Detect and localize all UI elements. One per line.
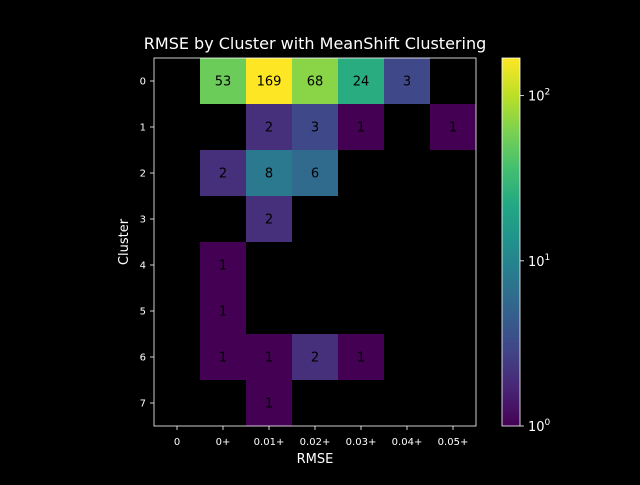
- y-tick-label: 4: [140, 261, 146, 272]
- y-tick-label: 1: [140, 123, 146, 134]
- y-tick-label: 6: [140, 353, 146, 364]
- heatmap-cell: [200, 334, 246, 380]
- cell-value-label: 3: [403, 75, 411, 90]
- cell-value-label: 1: [449, 121, 457, 136]
- heatmap-cell: [292, 104, 338, 150]
- cell-value-label: 1: [357, 121, 365, 136]
- y-tick-label: 7: [140, 399, 146, 410]
- heatmap-cell: [338, 58, 384, 104]
- y-axis-label: Cluster: [117, 218, 132, 265]
- cell-value-label: 8: [265, 167, 273, 182]
- heatmap-cell: [338, 334, 384, 380]
- x-tick-label: 0.04+: [392, 437, 423, 448]
- cell-value-label: 1: [219, 305, 227, 320]
- cell-value-label: 53: [215, 75, 232, 90]
- heatmap-cell: [246, 104, 292, 150]
- x-tick-label: 0.02+: [300, 437, 331, 448]
- heatmap-cell: [246, 58, 292, 104]
- y-axis: 0 1 2 3 4 5 6 7: [140, 77, 154, 410]
- y-tick-label: 0: [140, 77, 146, 88]
- heatmap-cell: [430, 104, 476, 150]
- heatmap-cell: [246, 334, 292, 380]
- colorbar: 100 101 102: [501, 57, 551, 435]
- heatmap-cell: [246, 380, 292, 426]
- x-axis: 0 0+ 0.01+ 0.02+ 0.03+ 0.04+ 0.05+: [174, 426, 469, 448]
- heatmap-cell: [292, 150, 338, 196]
- cell-value-label: 68: [307, 75, 324, 90]
- heatmap-cell: [200, 150, 246, 196]
- x-axis-label: RMSE: [297, 452, 334, 467]
- x-tick-label: 0.05+: [438, 437, 469, 448]
- cell-value-label: 2: [219, 167, 227, 182]
- cell-value-label: 2: [265, 121, 273, 136]
- colorbar-ticks: 100 101 102: [520, 88, 551, 435]
- colorbar-tick-label: 100: [528, 418, 551, 435]
- y-tick-label: 3: [140, 215, 146, 226]
- cell-value-label: 1: [219, 351, 227, 366]
- chart-title: RMSE by Cluster with MeanShift Clusterin…: [144, 34, 486, 53]
- cell-value-label: 6: [311, 167, 319, 182]
- y-tick-label: 5: [140, 307, 146, 318]
- colorbar-gradient: [502, 58, 520, 426]
- heatmap-cell: [200, 288, 246, 334]
- heatmap-cell: [292, 334, 338, 380]
- cell-value-label: 169: [257, 75, 282, 90]
- heatmap-cell: [246, 196, 292, 242]
- cell-value-label: 24: [353, 75, 370, 90]
- cell-value-label: 3: [311, 121, 319, 136]
- y-tick-label: 2: [140, 169, 146, 180]
- x-tick-label: 0: [174, 437, 180, 448]
- cell-value-label: 1: [219, 259, 227, 274]
- colorbar-frame: [501, 57, 521, 427]
- cell-value-label: 2: [311, 351, 319, 366]
- colorbar-tick-label: 102: [528, 88, 550, 105]
- cell-value-label: 2: [265, 213, 273, 228]
- heatmap-cell: [384, 58, 430, 104]
- heatmap-cell: [200, 58, 246, 104]
- heatmap-cells: 53 169 68 24 3 2 3 1 1 2 8 6 2 1 1 1 1 2 1 1: [200, 58, 476, 426]
- heatmap-cell: [338, 104, 384, 150]
- heatmap-cell: [292, 58, 338, 104]
- cell-value-label: 1: [265, 397, 273, 412]
- x-tick-label: 0.03+: [346, 437, 377, 448]
- cell-value-label: 1: [357, 351, 365, 366]
- colorbar-tick-label: 101: [528, 253, 550, 270]
- cell-value-label: 1: [265, 351, 273, 366]
- heatmap-cell: [246, 150, 292, 196]
- x-tick-label: 0.01+: [254, 437, 285, 448]
- heatmap-cell: [200, 242, 246, 288]
- x-tick-label: 0+: [216, 437, 231, 448]
